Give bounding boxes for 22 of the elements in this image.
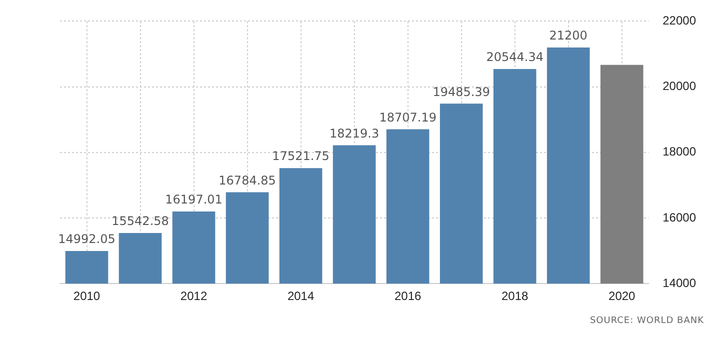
- x-tick-label: 2020: [608, 289, 636, 304]
- x-tick-label: 2018: [502, 289, 529, 304]
- data-label: 20544.34: [486, 50, 544, 64]
- data-label: 18219.3: [330, 126, 380, 140]
- data-label: 15542.58: [112, 214, 169, 228]
- data-label: 14992.05: [58, 232, 116, 246]
- x-tick-label: 2010: [73, 289, 100, 304]
- data-label: 21200: [549, 28, 588, 43]
- data-label: 16784.85: [218, 173, 276, 188]
- y-tick-label: 20000: [662, 79, 696, 94]
- source-note: SOURCE: WORLD BANK: [590, 316, 704, 326]
- y-tick-label: 22000: [662, 14, 696, 28]
- y-tick-label: 16000: [662, 210, 696, 224]
- x-tick-label: 2016: [394, 289, 422, 304]
- y-tick-label: 14000: [662, 276, 696, 290]
- data-label: 17521.75: [272, 149, 330, 164]
- data-label: 19485.39: [432, 84, 490, 99]
- x-tick-label: 2012: [180, 289, 208, 304]
- data-label: 18707.19: [379, 110, 436, 124]
- data-label: 16197.01: [165, 192, 222, 207]
- x-tick-label: 2014: [287, 289, 314, 304]
- y-tick-label: 18000: [662, 144, 696, 159]
